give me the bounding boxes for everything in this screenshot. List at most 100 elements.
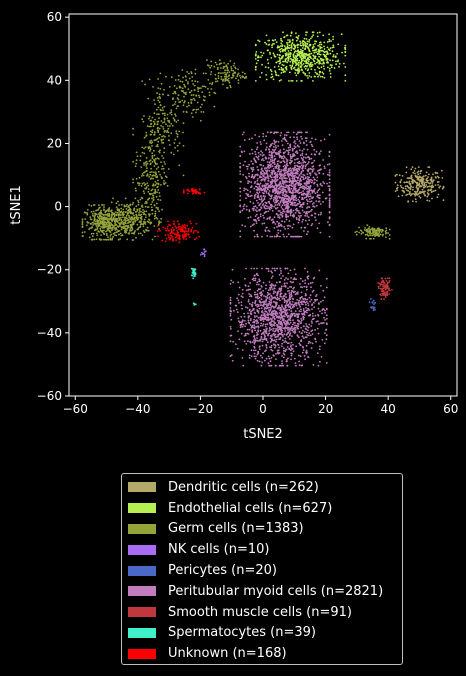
data-point — [334, 56, 337, 59]
data-point — [268, 357, 271, 360]
data-point — [251, 175, 254, 178]
data-point — [265, 298, 268, 301]
data-point — [262, 323, 265, 325]
data-point — [153, 217, 156, 220]
data-point — [285, 34, 288, 37]
data-point — [93, 217, 96, 219]
data-point — [151, 131, 154, 134]
data-point — [300, 332, 303, 334]
data-point — [307, 200, 309, 203]
data-point — [291, 189, 294, 192]
data-point — [308, 210, 311, 213]
data-point — [287, 329, 289, 331]
data-point — [242, 164, 245, 167]
data-point — [108, 207, 111, 209]
data-point — [300, 62, 302, 64]
data-point — [207, 79, 210, 81]
data-point — [295, 364, 297, 367]
data-point — [236, 75, 239, 78]
data-point — [232, 64, 235, 67]
data-point — [132, 178, 135, 181]
data-point — [283, 225, 286, 228]
data-point — [264, 66, 267, 69]
data-point — [295, 168, 298, 170]
data-point — [155, 168, 158, 170]
data-point — [287, 211, 290, 214]
data-point — [304, 214, 306, 217]
data-point — [268, 164, 271, 167]
data-point — [145, 229, 148, 232]
data-point — [304, 282, 306, 285]
data-point — [247, 285, 250, 288]
data-point — [81, 231, 84, 234]
data-point — [288, 330, 291, 332]
data-point — [319, 213, 322, 216]
data-point — [318, 188, 321, 191]
data-point — [271, 157, 274, 159]
data-point — [277, 229, 279, 232]
data-point — [258, 348, 261, 350]
data-point — [98, 231, 101, 233]
data-point — [186, 71, 189, 73]
data-point — [323, 55, 326, 58]
data-point — [210, 60, 213, 63]
data-point — [422, 179, 424, 182]
data-point — [246, 328, 249, 331]
data-point — [291, 147, 294, 150]
data-point — [286, 300, 289, 303]
data-point — [154, 175, 157, 177]
data-point — [311, 290, 314, 293]
data-point — [190, 89, 193, 92]
data-point — [293, 303, 295, 306]
data-point — [410, 174, 413, 177]
data-point — [143, 231, 146, 234]
data-point — [256, 267, 258, 270]
data-point — [148, 221, 150, 224]
data-point — [178, 142, 181, 145]
data-point — [292, 331, 295, 333]
data-point — [298, 162, 300, 165]
data-point — [293, 186, 295, 188]
data-point — [262, 304, 264, 307]
data-point — [268, 332, 271, 335]
data-point — [292, 235, 295, 238]
data-point — [174, 101, 177, 103]
data-point — [273, 343, 275, 346]
data-point — [314, 329, 316, 331]
data-point — [262, 214, 264, 217]
data-point — [442, 185, 445, 188]
data-point — [414, 172, 416, 175]
data-point — [297, 64, 300, 67]
data-point — [239, 211, 242, 214]
data-point — [278, 196, 281, 199]
data-point — [245, 192, 248, 195]
data-point — [119, 232, 122, 235]
data-point — [201, 253, 204, 256]
data-point — [274, 192, 276, 195]
data-point — [284, 190, 286, 193]
data-point — [318, 53, 321, 55]
data-point — [258, 307, 261, 310]
data-point — [252, 309, 255, 311]
data-point — [325, 286, 328, 289]
data-point — [434, 189, 437, 192]
data-point — [236, 311, 239, 313]
data-point — [373, 228, 375, 231]
data-point — [167, 168, 170, 170]
data-point — [115, 202, 118, 205]
data-point — [256, 191, 258, 194]
data-point — [270, 364, 273, 367]
data-point — [281, 177, 283, 179]
data-point — [330, 40, 332, 42]
data-point — [426, 179, 429, 182]
data-point — [316, 227, 319, 230]
data-point — [243, 207, 245, 210]
data-point — [145, 135, 147, 138]
data-point — [138, 210, 141, 212]
data-point — [285, 65, 288, 68]
data-point — [286, 316, 289, 319]
data-point — [142, 213, 145, 216]
data-point — [252, 209, 255, 212]
data-point — [313, 181, 316, 184]
data-point — [285, 167, 288, 169]
